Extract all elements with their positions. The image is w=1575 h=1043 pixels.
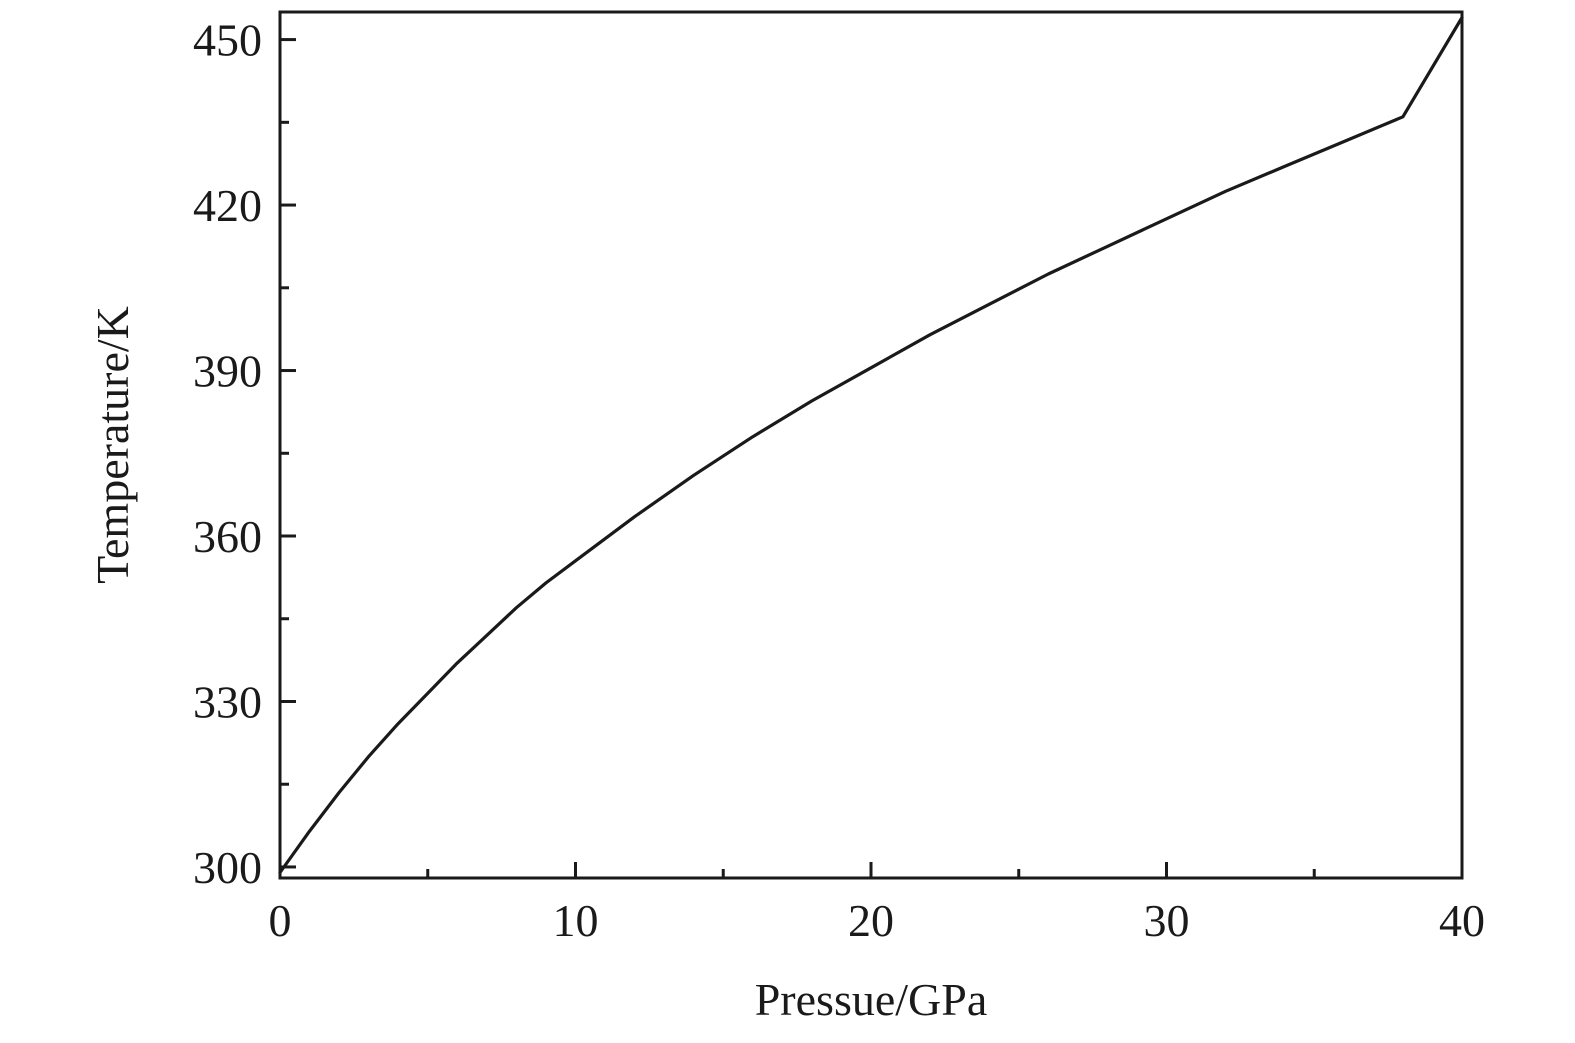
plot-frame <box>278 10 1464 880</box>
x-tick-label: 10 <box>553 895 599 946</box>
y-tick-label: 300 <box>193 842 262 893</box>
y-axis-label: Temperature/K <box>87 306 138 584</box>
y-tick-label: 360 <box>193 511 262 562</box>
x-tick-label: 20 <box>848 895 894 946</box>
y-tick-label: 420 <box>193 180 262 231</box>
series-line <box>278 15 1464 875</box>
minor-ticks <box>280 120 1316 878</box>
x-tick-label: 30 <box>1144 895 1190 946</box>
x-axis-label: Pressue/GPa <box>755 974 988 1025</box>
y-tick-labels: 300 330 360 390 420 450 <box>193 15 262 893</box>
y-tick-label: 390 <box>193 346 262 397</box>
x-tick-label: 0 <box>269 895 292 946</box>
y-tick-label: 330 <box>193 676 262 727</box>
x-tick-label: 40 <box>1439 895 1485 946</box>
x-tick-labels: 0 10 20 30 40 <box>269 895 1486 946</box>
y-tick-label: 450 <box>193 15 262 66</box>
